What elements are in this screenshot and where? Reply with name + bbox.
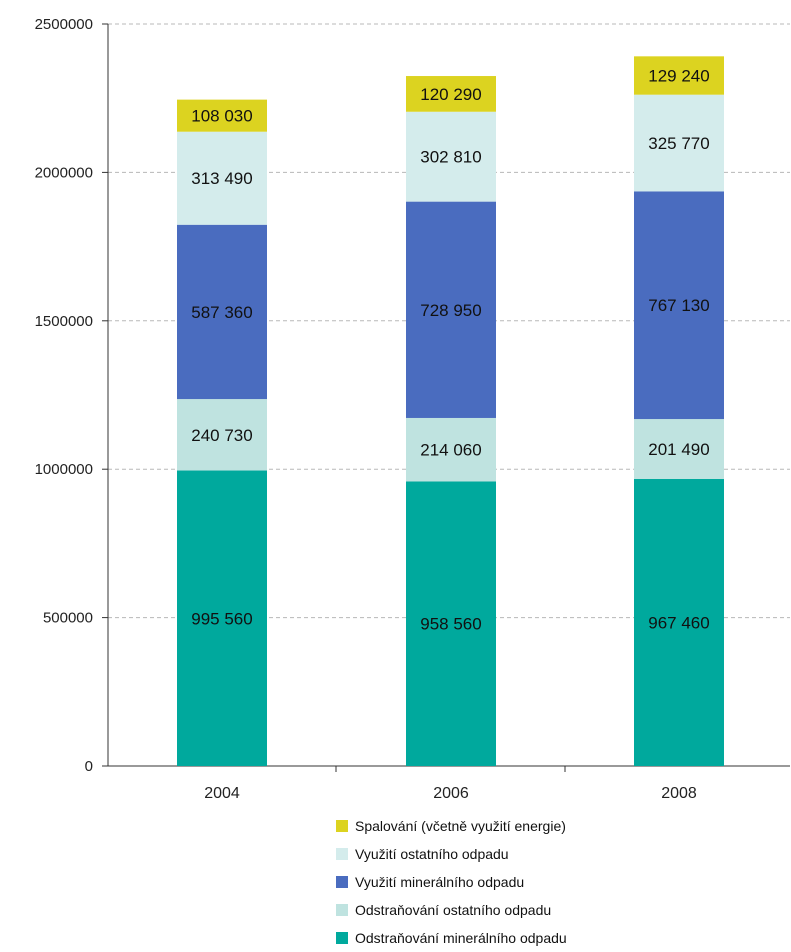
legend-label: Odstraňování ostatního odpadu (355, 902, 552, 918)
y-tick-label: 500000 (43, 610, 93, 627)
bar-segment (406, 201, 496, 418)
y-tick-label: 2500000 (35, 16, 93, 33)
bar-segment (406, 111, 496, 202)
data-label: 240 730 (191, 426, 252, 445)
legend-label: Využití ostatního odpadu (355, 846, 509, 862)
legend-label: Odstraňování minerálního odpadu (355, 930, 567, 946)
bar-segment (177, 470, 267, 766)
data-label: 587 360 (191, 303, 252, 322)
bar-segment (177, 131, 267, 225)
bar-segment (634, 478, 724, 766)
legend-label: Spalování (včetně využití energie) (355, 818, 566, 834)
y-tick-label: 0 (85, 758, 93, 775)
data-label: 313 490 (191, 169, 252, 188)
bar-segment (406, 76, 496, 112)
legend-swatch (336, 904, 348, 916)
data-label: 325 770 (648, 134, 709, 153)
data-label: 967 460 (648, 613, 709, 632)
legend-item-vyuziti-mineralniho: Využití minerálního odpadu (336, 868, 567, 896)
bar-segment (177, 224, 267, 400)
data-label: 995 560 (191, 609, 252, 628)
data-label: 302 810 (420, 148, 481, 167)
data-label: 214 060 (420, 441, 481, 460)
data-label: 129 240 (648, 67, 709, 86)
legend-item-spalovani: Spalování (včetně využití energie) (336, 812, 567, 840)
bar-segment (634, 419, 724, 479)
legend-label: Využití minerálního odpadu (355, 874, 525, 890)
data-label: 728 950 (420, 301, 481, 320)
data-label: 120 290 (420, 85, 481, 104)
bars (177, 56, 724, 766)
y-tick-label: 2000000 (35, 164, 93, 181)
y-tick-label: 1500000 (35, 313, 93, 330)
axes: 0 500000 1000000 1500000 2000000 2500000 2004 2… (35, 16, 790, 802)
bar-segment (406, 417, 496, 482)
legend-swatch (336, 848, 348, 860)
bar-segment (177, 399, 267, 471)
legend: Spalování (včetně využití energie) Využi… (336, 812, 567, 952)
legend-item-odstranovani-ostatniho: Odstraňování ostatního odpadu (336, 896, 567, 924)
x-tick-label: 2008 (661, 785, 697, 802)
bar-segment (634, 191, 724, 420)
stacked-bar-chart: 0 500000 1000000 1500000 2000000 2500000 2004 2… (35, 16, 790, 802)
legend-swatch (336, 820, 348, 832)
data-label: 201 490 (648, 440, 709, 459)
bar-segment (177, 99, 267, 132)
legend-item-vyuziti-ostatniho: Využití ostatního odpadu (336, 840, 567, 868)
legend-item-odstranovani-mineralniho: Odstraňování minerálního odpadu (336, 924, 567, 952)
data-labels: 995 560 240 730 587 360 313 490 108 030 958 5… (191, 67, 709, 634)
y-tick-label: 1000000 (35, 461, 93, 478)
x-tick-label: 2006 (433, 785, 469, 802)
legend-swatch (336, 876, 348, 888)
data-label: 958 560 (420, 615, 481, 634)
bar-segment (634, 94, 724, 192)
data-label: 108 030 (191, 107, 252, 126)
x-tick-label: 2004 (204, 785, 240, 802)
bar-segment (634, 56, 724, 95)
bar-segment (406, 481, 496, 766)
legend-swatch (336, 932, 348, 944)
data-label: 767 130 (648, 296, 709, 315)
